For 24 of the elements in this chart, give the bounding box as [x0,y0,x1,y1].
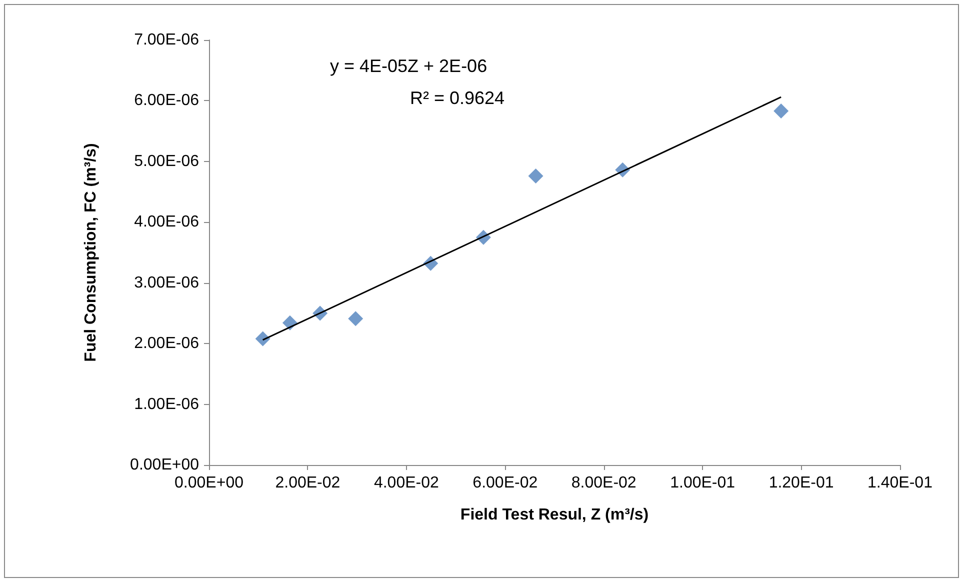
x-tick-label: 8.00E-02 [571,474,636,492]
x-tick-label: 6.00E-02 [472,474,538,492]
point [774,104,789,119]
x-tick-label: 1.20E-01 [768,474,834,492]
y-tick-label: 2.00E-06 [134,335,200,352]
x-tick-label: 4.00E-02 [374,474,439,492]
point [348,311,364,326]
point [255,331,270,346]
y-tick-label: 5.00E-06 [134,152,200,170]
annotation: R² = 0.9624 [410,88,505,108]
y-tick-label: 4.00E-06 [134,214,200,231]
y-tick-label: 0.00E+00 [130,456,200,474]
x-tick-label: 1.00E-01 [670,474,736,492]
y-tick-label: 6.00E-06 [134,92,200,110]
y-axis-title: Fuel Consumption, FC (m³/s) [82,143,100,362]
x-tick-label: 1.40E-01 [868,474,933,492]
y-tick-label: 3.00E-06 [134,274,200,292]
point [528,168,544,184]
x-tick-label: 2.00E-02 [275,474,340,492]
y-tick-label: 1.00E-06 [134,396,200,413]
annotation: y = 4E-05Z + 2E-06 [330,56,488,76]
x-tick-label: 0.00E+00 [174,474,244,492]
y-tick-label: 7.00E-06 [134,32,200,48]
x-axis-title: Field Test Resul, Z (m³/s) [460,506,649,524]
